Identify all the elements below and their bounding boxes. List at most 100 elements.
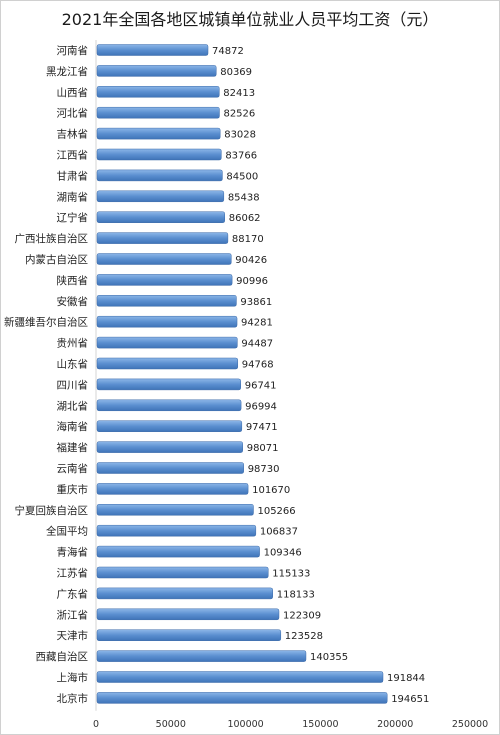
- data-label: 90426: [235, 255, 267, 266]
- data-label: 106837: [260, 527, 298, 538]
- bar: [96, 587, 273, 600]
- bar: [96, 483, 249, 495]
- bar: [96, 232, 229, 244]
- bar: [96, 671, 384, 683]
- category-label: 江苏省: [57, 567, 89, 580]
- bar: [96, 336, 238, 349]
- category-label: 上海市: [57, 671, 89, 684]
- category-label: 贵州省: [57, 337, 89, 350]
- data-label: 101670: [252, 485, 290, 496]
- data-label: 88170: [232, 234, 264, 245]
- data-label: 93861: [240, 297, 272, 308]
- data-label: 191844: [387, 673, 425, 684]
- category-label: 江西省: [57, 149, 89, 162]
- bar: [96, 44, 209, 56]
- category-label: 甘肃省: [57, 169, 89, 182]
- data-label: 94281: [241, 318, 273, 329]
- category-label: 湖北省: [57, 399, 89, 412]
- bar: [96, 504, 254, 516]
- category-label: 河南省: [57, 44, 89, 57]
- category-label: 福建省: [57, 441, 89, 454]
- data-label: 74872: [212, 46, 244, 57]
- data-label: 98071: [247, 443, 279, 454]
- y-axis-labels: 河南省黑龙江省山西省河北省吉林省江西省甘肃省湖南省辽宁省广西壮族自治区内蒙古自治…: [4, 44, 88, 705]
- bar: [96, 315, 238, 328]
- category-label: 重庆市: [57, 483, 89, 496]
- chart-title: 2021年全国各地区城镇单位就业人员平均工资（元）: [61, 10, 439, 29]
- category-label: 四川省: [57, 378, 89, 391]
- category-label: 云南省: [57, 462, 89, 475]
- data-label: 82526: [223, 109, 255, 120]
- data-label: 98730: [248, 464, 280, 475]
- data-label: 118133: [277, 589, 315, 600]
- data-label: 96994: [245, 401, 277, 412]
- category-label: 河北省: [57, 107, 89, 120]
- category-label: 湖南省: [57, 190, 89, 203]
- data-label: 140355: [310, 652, 348, 663]
- category-label: 安徽省: [57, 295, 89, 308]
- bar: [96, 274, 233, 286]
- category-label: 西藏自治区: [36, 650, 89, 663]
- data-label: 96741: [245, 380, 277, 391]
- category-label: 辽宁省: [57, 211, 89, 224]
- data-label: 90996: [236, 276, 268, 287]
- category-label: 宁夏回族自治区: [15, 504, 89, 517]
- data-label: 105266: [257, 506, 295, 517]
- category-label: 陕西省: [57, 274, 89, 287]
- data-label: 85438: [228, 192, 260, 203]
- data-label: 83028: [224, 130, 256, 141]
- x-tick-label: 150000: [302, 719, 338, 730]
- bar: [96, 399, 242, 412]
- category-label: 广西壮族自治区: [15, 232, 89, 245]
- bars: [96, 44, 388, 704]
- category-label: 海南省: [57, 420, 89, 433]
- data-label: 82413: [223, 88, 255, 99]
- x-tick-label: 50000: [156, 719, 186, 730]
- bar: [96, 169, 223, 182]
- data-label: 94487: [241, 339, 273, 350]
- bar: [96, 65, 217, 77]
- data-label: 84500: [226, 171, 258, 182]
- category-label: 山东省: [57, 358, 89, 371]
- data-label: 94768: [242, 360, 274, 371]
- bar: [96, 357, 239, 370]
- bar: [96, 148, 222, 161]
- bar: [96, 127, 221, 140]
- category-label: 山西省: [57, 86, 89, 99]
- data-label: 80369: [220, 67, 252, 78]
- category-label: 浙江省: [57, 608, 89, 621]
- category-label: 新疆维吾尔自治区: [4, 316, 88, 329]
- bar: [96, 608, 280, 621]
- data-label: 97471: [246, 422, 278, 433]
- data-label: 83766: [225, 151, 257, 162]
- x-tick-label: 250000: [452, 719, 488, 730]
- bar: [96, 566, 269, 579]
- x-tick-label: 200000: [377, 719, 413, 730]
- data-label: 122309: [283, 610, 321, 621]
- bar: [96, 441, 243, 453]
- bar: [96, 253, 232, 265]
- category-label: 青海省: [57, 546, 89, 559]
- bar: [96, 545, 260, 558]
- bar: [96, 629, 282, 641]
- bar: [96, 211, 225, 223]
- category-label: 广东省: [57, 587, 89, 600]
- data-label: 194651: [391, 694, 429, 705]
- category-label: 天津市: [57, 629, 89, 642]
- bar: [96, 295, 237, 307]
- bar: [96, 650, 307, 662]
- bar: [96, 524, 257, 537]
- bar: [96, 190, 225, 203]
- category-label: 北京市: [57, 692, 89, 705]
- value-labels: 74872 80369 82413 82526 83028 83766 84500 85438…: [212, 46, 429, 705]
- category-label: 吉林省: [57, 128, 89, 141]
- data-label: 123528: [285, 631, 323, 642]
- category-label: 内蒙古自治区: [25, 253, 88, 266]
- bar: [96, 692, 388, 704]
- data-label: 86062: [229, 213, 261, 224]
- data-label: 109346: [264, 548, 302, 559]
- bar: [96, 378, 241, 391]
- x-tick-label: 100000: [227, 719, 263, 730]
- x-axis: 0 50000 100000 150000 200000 250000: [93, 40, 488, 730]
